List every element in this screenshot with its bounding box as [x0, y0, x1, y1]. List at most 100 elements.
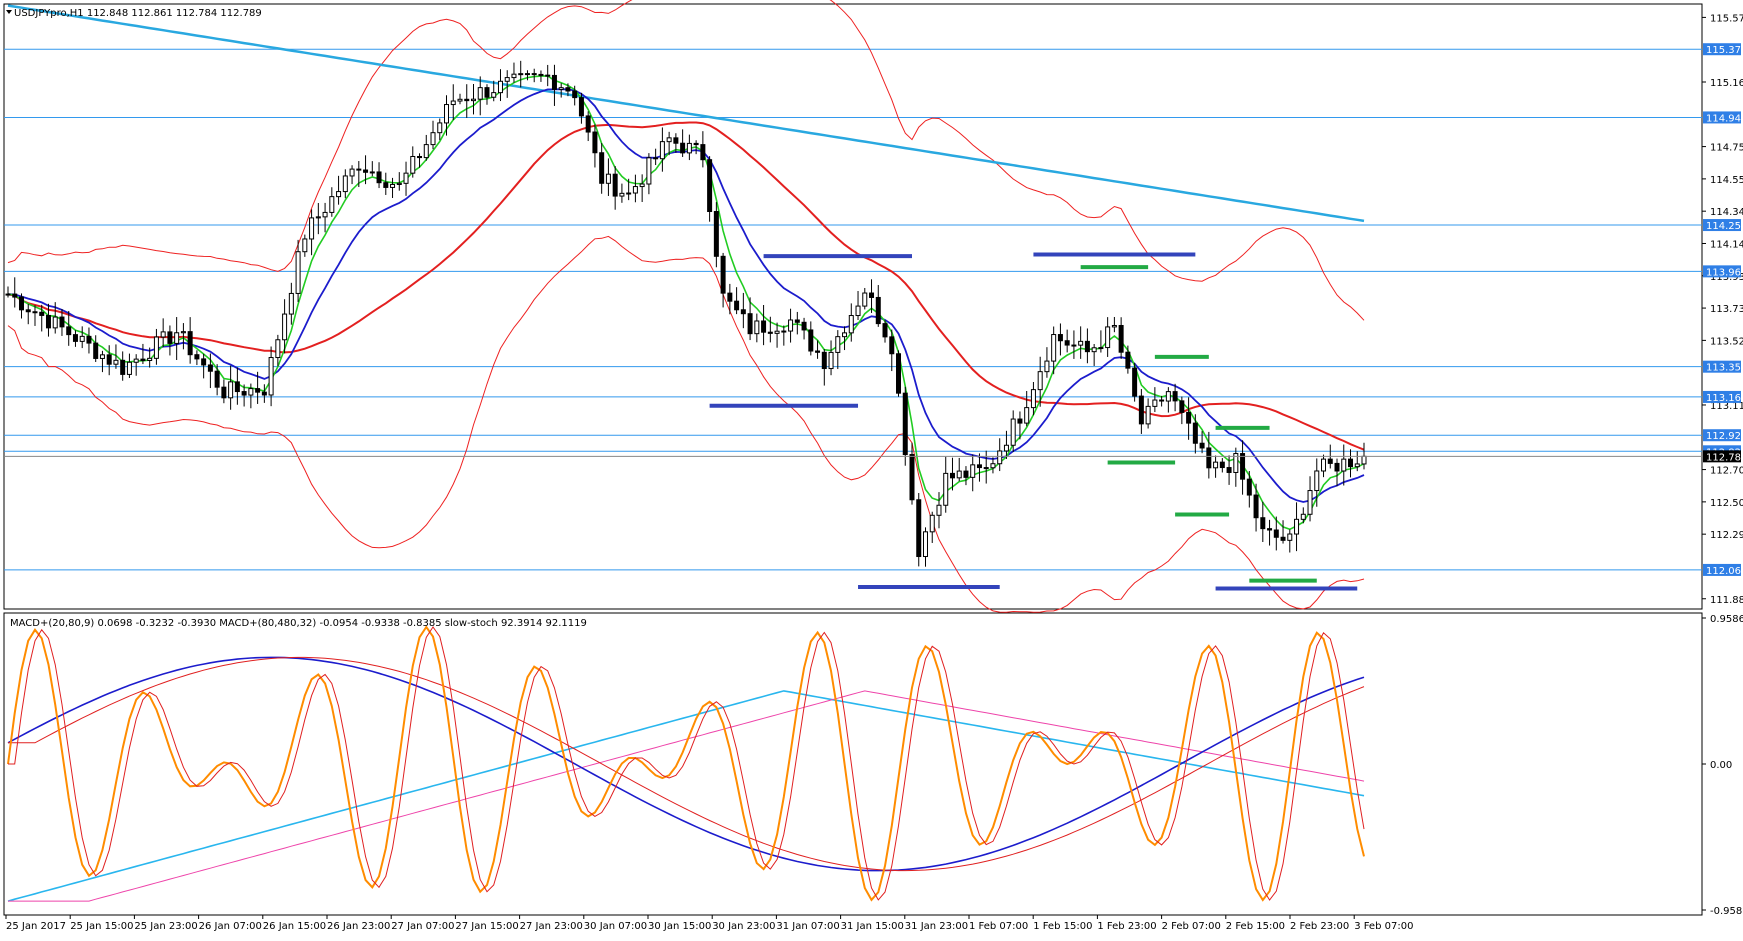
candle-body [126, 361, 132, 375]
candle-body [815, 350, 821, 353]
candle-body [902, 392, 908, 456]
candle-body [174, 332, 180, 344]
candle-body [93, 342, 99, 359]
macd-fast-signal-line [8, 656, 1365, 872]
time-tick-label: 30 Jan 23:00 [712, 921, 775, 932]
dropdown-arrow-icon[interactable] [6, 10, 12, 14]
level-label-bg [1703, 43, 1741, 56]
time-tick-label: 31 Jan 23:00 [905, 921, 968, 932]
level-label: 115.373 [1706, 45, 1743, 56]
current-price-label: 112.789 [1706, 452, 1743, 463]
candle-body [788, 319, 794, 332]
price-tick-label: 112.500 [1710, 498, 1743, 509]
candle-body [1186, 411, 1192, 424]
candle-body [531, 73, 537, 76]
candle-body [79, 335, 85, 342]
price-tick-label: 115.165 [1710, 78, 1743, 89]
candle-body [390, 183, 396, 188]
candle-body [484, 87, 490, 98]
candle-body [72, 334, 78, 342]
candle-body [66, 326, 72, 336]
candle-body [882, 323, 888, 338]
time-tick-label: 25 Jan 2017 [6, 921, 66, 932]
level-label: 114.940 [1706, 113, 1743, 124]
candle-body [956, 470, 962, 479]
candle-body [1138, 395, 1144, 425]
macd-slow-signal-line [8, 690, 1365, 902]
indicator-tick-label: -0.9586 [1710, 906, 1743, 917]
candle-body [457, 98, 463, 102]
candle-body [1165, 391, 1171, 402]
candle-body [120, 359, 126, 375]
price-tick-label: 112.295 [1710, 530, 1743, 541]
candle-body [700, 144, 706, 161]
candle-body [59, 316, 65, 328]
candle-body [909, 454, 915, 501]
candle-body [261, 391, 267, 396]
time-tick-label: 26 Jan 23:00 [327, 921, 390, 932]
candle-body [248, 388, 254, 396]
candle-body [25, 309, 31, 313]
candle-body [167, 331, 173, 344]
candle-body [1037, 371, 1043, 391]
candle-body [295, 251, 301, 294]
macd-fast-line [7, 656, 1365, 872]
smooth-ma-line [7, 75, 1365, 531]
candle-body [855, 305, 861, 317]
level-label: 114.257 [1706, 221, 1743, 232]
candle-body [1253, 494, 1259, 519]
candle-body [1179, 400, 1185, 413]
candle-body [922, 531, 928, 558]
candle-body [1260, 517, 1266, 530]
candle-body [808, 329, 814, 352]
candle-body [201, 358, 207, 366]
candle-body [1084, 340, 1090, 353]
candle-body [936, 504, 942, 516]
candle-body [5, 293, 11, 296]
candle-body [153, 336, 159, 359]
candle-body [1240, 453, 1246, 480]
candle-body [329, 196, 335, 213]
candle-body [1327, 458, 1333, 464]
level-lines [4, 48, 1702, 571]
candle-body [518, 73, 524, 76]
level-label-bg [1703, 360, 1741, 373]
candle-body [1213, 461, 1219, 469]
candle-body [680, 142, 686, 154]
candle-body [848, 315, 854, 334]
candle-body [997, 450, 1003, 465]
candle-body [740, 309, 746, 315]
candle-body [403, 172, 409, 184]
candle-body [889, 336, 895, 355]
candle-body [52, 316, 58, 329]
indicator-axis: 0.9586 0.00 -0.9586 [1702, 614, 1743, 917]
candle-body [896, 353, 902, 394]
candle-body [275, 339, 281, 359]
candle-body [538, 73, 544, 76]
candle-body [444, 104, 450, 124]
time-tick-label: 26 Jan 15:00 [263, 921, 326, 932]
candle-body [1226, 467, 1232, 473]
candle-body [1118, 324, 1124, 353]
indicator-title: MACD+(20,80,9) 0.0698 -0.3232 -0.3930 MA… [10, 618, 587, 629]
candle-body [869, 292, 875, 298]
time-axis: 25 Jan 2017 25 Jan 15:00 25 Jan 23:00 26 Ja… [5, 915, 1413, 932]
candle-body [612, 173, 618, 197]
candle-body [1078, 340, 1084, 346]
candle-body [491, 92, 497, 98]
candle-body [666, 137, 672, 143]
candle-body [1024, 407, 1030, 424]
indicator-tick-label: 0.9586 [1710, 614, 1743, 625]
candle-body [1321, 458, 1327, 472]
candle-body [976, 464, 982, 469]
candle-body [659, 141, 665, 160]
time-tick-label: 27 Jan 23:00 [520, 921, 583, 932]
time-tick-label: 31 Jan 15:00 [841, 921, 904, 932]
candle-body [470, 98, 476, 102]
long-ma-line [7, 4, 1365, 223]
candle-body [349, 168, 355, 177]
price-tick-label: 115.575 [1710, 13, 1743, 24]
candle-body [1192, 422, 1198, 444]
candle-body [302, 238, 308, 253]
